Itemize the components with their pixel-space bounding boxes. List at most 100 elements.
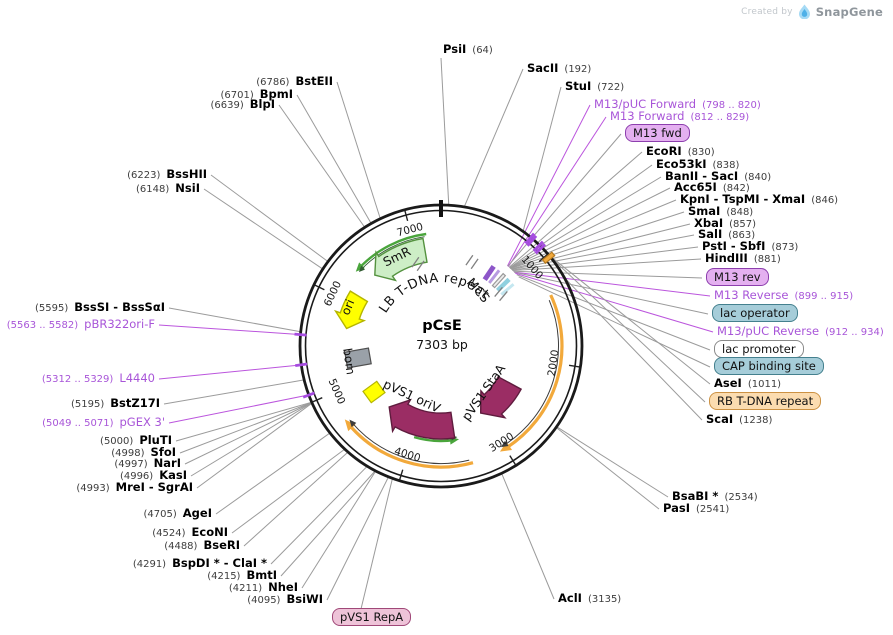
leader-line xyxy=(215,432,331,515)
feature-label-box: M13 fwd xyxy=(625,124,690,142)
site-name: XbaI xyxy=(694,216,724,230)
site-position: (4211) xyxy=(228,583,263,594)
leader-line xyxy=(278,104,366,228)
leader-line xyxy=(463,68,524,208)
orf-arc-bottom xyxy=(346,422,474,469)
site-name: SmaI xyxy=(688,204,721,218)
feature-yellow-site xyxy=(362,380,386,404)
leader-line xyxy=(301,470,377,589)
feature-label-box: pVS1 RepA xyxy=(332,608,412,626)
label-m13-reverse: M13 Reverse (899 .. 915) xyxy=(714,288,853,304)
label-agei: (4705) AgeI xyxy=(144,506,212,522)
label-m13-fwd: M13 fwd xyxy=(625,124,690,142)
feature-label-box: M13 rev xyxy=(706,268,769,286)
site-position: (4705) xyxy=(143,509,177,520)
label-m13-rev: M13 rev xyxy=(706,268,769,286)
site-name: pGEX 3' xyxy=(119,415,166,429)
plasmid-title: pCsE 7303 bp xyxy=(416,318,468,352)
site-position: (4997) xyxy=(114,459,148,470)
ring-mark-primer-4 xyxy=(534,243,547,255)
leader-line xyxy=(184,402,313,465)
leader-line xyxy=(514,271,709,315)
plasmid-name: pCsE xyxy=(422,318,462,334)
site-name: AclI xyxy=(558,591,582,605)
orf-arc-smr xyxy=(357,232,427,270)
site-name: EcoNI xyxy=(191,525,228,539)
leader-line xyxy=(509,164,653,269)
leader-line xyxy=(563,277,703,421)
label-scai: ScaI (1238) xyxy=(706,412,772,428)
feature-smr xyxy=(374,237,428,282)
orf-arc-right xyxy=(503,294,564,451)
leader-line xyxy=(336,81,381,219)
leader-line xyxy=(509,199,677,269)
label-acli: AclI (3135) xyxy=(558,591,621,607)
site-position: (881) xyxy=(753,254,781,265)
label-rb-t-dna-repeat: RB T-DNA repeat xyxy=(709,392,822,410)
label-psti-sbfi: PstI - SbfI (873) xyxy=(702,239,798,255)
feature-label-box: lac promoter xyxy=(714,340,804,358)
leader-line xyxy=(513,270,703,279)
label-lac-operator: lac operator xyxy=(712,304,798,322)
leader-line xyxy=(514,271,711,297)
scale-tick xyxy=(509,455,517,465)
label-bstz17i: (5195) BstZ17I xyxy=(71,396,160,412)
site-name: BssHII xyxy=(166,167,207,181)
feature-label-box: RB T-DNA repeat xyxy=(709,392,822,410)
leader-line xyxy=(518,276,711,368)
site-name: ScaI xyxy=(706,412,734,426)
ring-mark-pgex xyxy=(302,391,315,399)
label-m13-puc-reverse: M13/pUC Reverse (912 .. 934) xyxy=(717,324,884,340)
site-name: NheI xyxy=(268,580,298,594)
feature-ori xyxy=(333,290,369,330)
bom-text: bom xyxy=(340,347,358,375)
orf-arc-bottom-inner xyxy=(351,421,470,464)
leader-line xyxy=(270,465,368,565)
site-position: (5563 .. 5582) xyxy=(6,320,79,331)
watermark-created-by: Created by xyxy=(741,6,793,17)
scale-tick xyxy=(568,364,580,368)
label-pgex-3-: (5049 .. 5071) pGEX 3' xyxy=(42,415,165,431)
label-ecori: EcoRI (830) xyxy=(646,144,715,160)
site-name: PasI xyxy=(663,501,691,515)
orf-arc-right-head xyxy=(499,441,513,452)
ring-mark-pbr322orif xyxy=(294,332,307,337)
watermark-brand: SnapGene xyxy=(815,4,883,19)
leader-line xyxy=(203,188,324,270)
site-position: (6701) xyxy=(220,90,254,101)
site-name: BmtI xyxy=(246,568,277,582)
site-position: (848) xyxy=(726,207,754,218)
site-position: (6639) xyxy=(210,100,244,111)
site-position: (6786) xyxy=(256,77,290,88)
site-name: BsiWI xyxy=(286,592,323,606)
leader-line xyxy=(508,151,643,268)
leader-line xyxy=(548,254,711,385)
label-sacii: SacII (192) xyxy=(527,61,591,77)
orf-arc-smr-inner-head xyxy=(358,265,365,273)
label-bseri: (4488) BseRI xyxy=(164,538,240,554)
mcs-bar-3 xyxy=(491,272,507,289)
ring-mark-l4440 xyxy=(295,362,308,367)
break-mark-2 xyxy=(465,254,474,266)
label-m13-puc-forward: M13/pUC Forward (798 .. 820) xyxy=(594,97,761,113)
label-lac-promoter: lac promoter xyxy=(714,340,804,358)
break-mark-1 xyxy=(416,260,425,272)
leader-line xyxy=(510,211,685,269)
leader-line xyxy=(507,104,591,267)
site-name: BpmI xyxy=(259,87,293,101)
break-mark-1 xyxy=(411,256,420,268)
site-name: Acc65I xyxy=(674,180,717,194)
orf-arc-bottom-inner-head xyxy=(349,419,357,428)
leader-line xyxy=(231,448,346,534)
feature-pvs1-oriv xyxy=(388,398,456,440)
scale-tick xyxy=(538,254,548,263)
label-sfoi: (4998) SfoI xyxy=(111,445,176,461)
site-name: BspDI * - ClaI * xyxy=(172,556,267,570)
site-position: (5595) xyxy=(35,303,69,314)
label-bsabi-: BsaBI * (2534) xyxy=(672,489,758,505)
site-name: BstZ17I xyxy=(110,396,160,410)
label-bsiwi: (4095) BsiWI xyxy=(247,592,323,608)
site-position: (1011) xyxy=(747,379,782,390)
feature-pvs1-staa xyxy=(479,375,523,419)
site-position: (5195) xyxy=(71,399,105,410)
